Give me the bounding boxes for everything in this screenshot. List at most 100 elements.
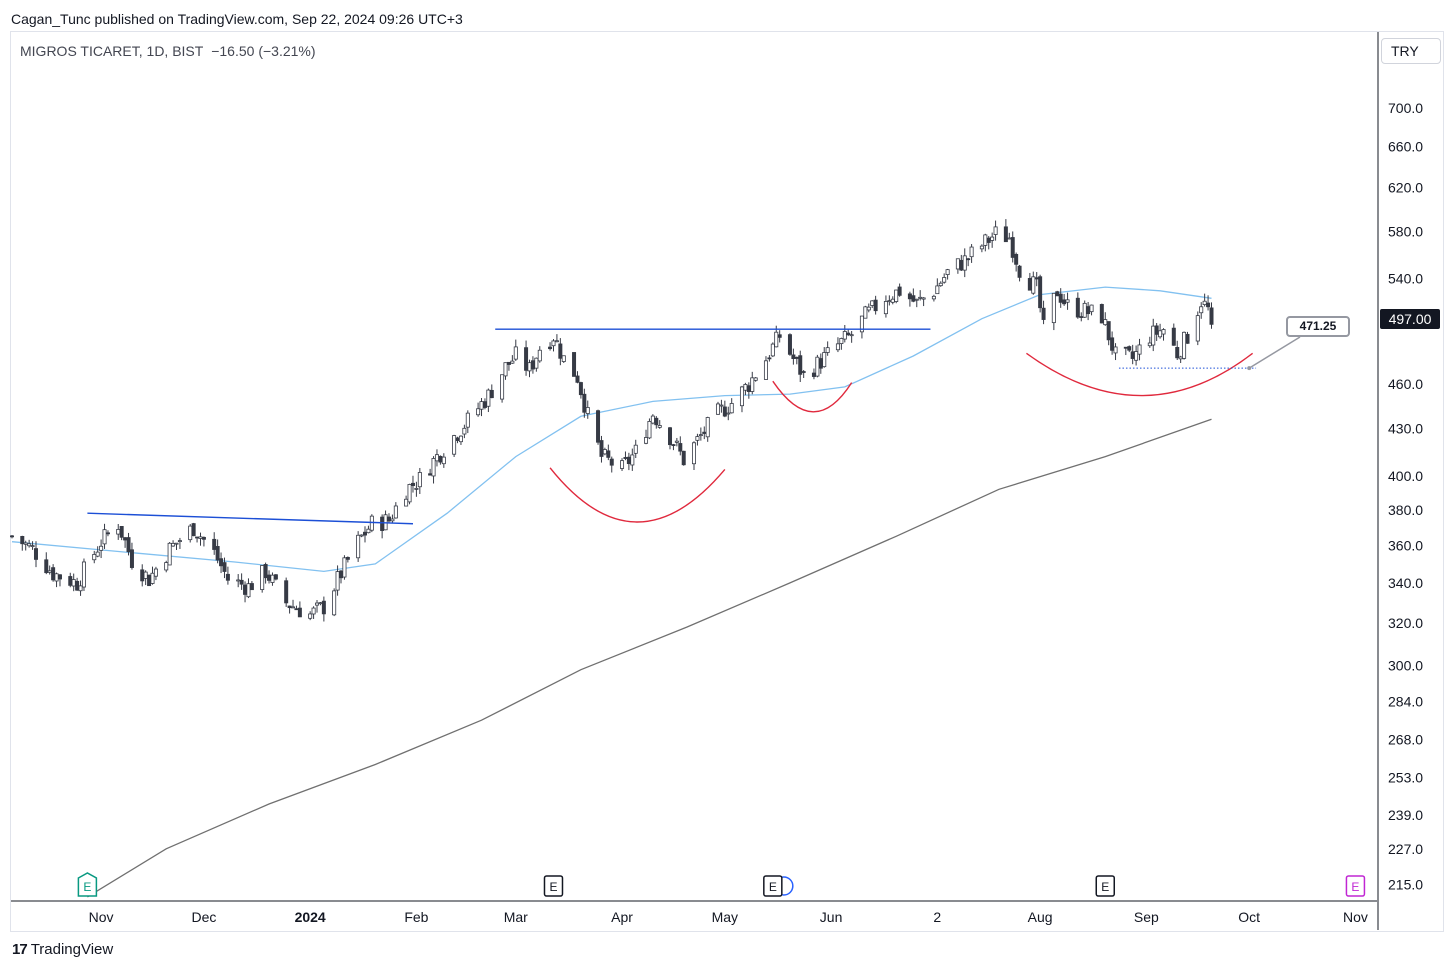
candle-body [1003, 226, 1008, 243]
candle-body [386, 516, 391, 522]
candle-body [54, 573, 59, 582]
candle-body [78, 585, 83, 592]
cup-arc [1026, 352, 1254, 397]
earnings-marker-label[interactable]: E [549, 880, 557, 894]
candle-body [1089, 304, 1094, 313]
chart-frame [10, 31, 1444, 932]
candle-body [1017, 265, 1022, 278]
candle-body [1014, 253, 1019, 265]
candle-body [1034, 277, 1039, 280]
cup-arc [772, 380, 853, 413]
candle-body [1099, 304, 1104, 324]
moving-average-fast [11, 286, 1212, 573]
candle-body [195, 536, 200, 539]
price-callout[interactable]: 471.25 [1286, 316, 1350, 337]
candle-body [770, 343, 775, 357]
candle-body [308, 613, 313, 619]
candle-body [390, 518, 395, 522]
publisher-caption: Cagan_Tunc published on TradingView.com,… [11, 11, 463, 27]
candle-body [938, 282, 943, 287]
candle-body [602, 449, 607, 455]
candle-body [105, 532, 110, 535]
candle-body [462, 427, 467, 435]
candle-body [174, 542, 179, 545]
candle-body [212, 538, 217, 550]
earnings-marker-label[interactable]: E [1351, 880, 1359, 894]
candle-body [1171, 327, 1176, 346]
candle-body [1134, 351, 1139, 361]
candle-body [1110, 337, 1115, 351]
candle-body [455, 437, 460, 441]
candle-body [846, 332, 851, 336]
candle-body [743, 384, 748, 391]
currency-button[interactable]: TRY [1381, 38, 1441, 64]
candle-body [147, 574, 152, 587]
candle-body [763, 360, 768, 380]
candle-body [801, 371, 806, 373]
candle-body [123, 537, 128, 541]
candle-body [575, 375, 580, 383]
candle-body [668, 427, 673, 446]
candle-body [753, 377, 758, 381]
candle-body [369, 515, 374, 531]
candle-body [1195, 315, 1200, 342]
candle-body [623, 457, 628, 459]
candle-body [620, 460, 625, 469]
candle-body [935, 285, 940, 295]
candle-body [482, 401, 487, 408]
candle-body [644, 437, 649, 444]
candle-body [818, 358, 823, 369]
candle-body [907, 293, 912, 300]
candle-body [167, 542, 172, 566]
last-price-badge: 497.00 [1380, 309, 1440, 329]
candle-body [1199, 306, 1204, 314]
candle-body [129, 549, 134, 568]
y-tick-label: 360.0 [1388, 537, 1423, 553]
symbol-legend[interactable]: MIGROS TICARET, 1D, BIST −16.50 (−3.21%) [20, 43, 320, 59]
earnings-marker-label[interactable]: E [1101, 880, 1109, 894]
candle-body [1151, 325, 1156, 346]
candle-body [578, 382, 583, 396]
earnings-marker-label[interactable]: E [83, 880, 91, 894]
candle-body [75, 580, 80, 591]
candle-body [657, 425, 662, 428]
candle-body [1007, 237, 1012, 240]
candle-body [739, 386, 744, 407]
candle-body [822, 352, 827, 368]
candle-body [171, 543, 176, 547]
candle-body [695, 436, 700, 441]
candle-body [558, 343, 563, 359]
candle-body [225, 573, 230, 581]
candle-body [794, 356, 799, 359]
callout-pointer [1248, 336, 1301, 369]
candle-body [164, 562, 169, 571]
candle-body [503, 362, 508, 377]
candle-body [68, 576, 73, 586]
candle-body [647, 421, 652, 439]
earnings-marker-label[interactable]: E [769, 880, 777, 894]
candle-body [609, 458, 614, 466]
candle-body [1106, 321, 1111, 341]
candle-body [267, 574, 272, 581]
candle-body [140, 569, 145, 582]
candle-body [263, 564, 268, 579]
tradingview-brand[interactable]: 17 TradingView [12, 941, 113, 958]
candle-body [27, 543, 32, 547]
candle-body [1051, 292, 1056, 324]
candle-body [962, 255, 967, 271]
candle-body [554, 340, 559, 343]
candle-body [715, 403, 720, 415]
candle-body [294, 608, 299, 611]
candle-body [143, 571, 148, 579]
candle-body [57, 574, 62, 580]
candle-body [236, 579, 241, 582]
candle-body [1123, 346, 1128, 349]
candle-body [1079, 316, 1084, 318]
moving-average-slow [87, 418, 1212, 898]
earnings-marker-icon [763, 875, 783, 897]
candle-body [273, 574, 278, 580]
candle-body [1137, 344, 1142, 355]
candle-body [92, 554, 97, 561]
candle-body [654, 417, 659, 426]
